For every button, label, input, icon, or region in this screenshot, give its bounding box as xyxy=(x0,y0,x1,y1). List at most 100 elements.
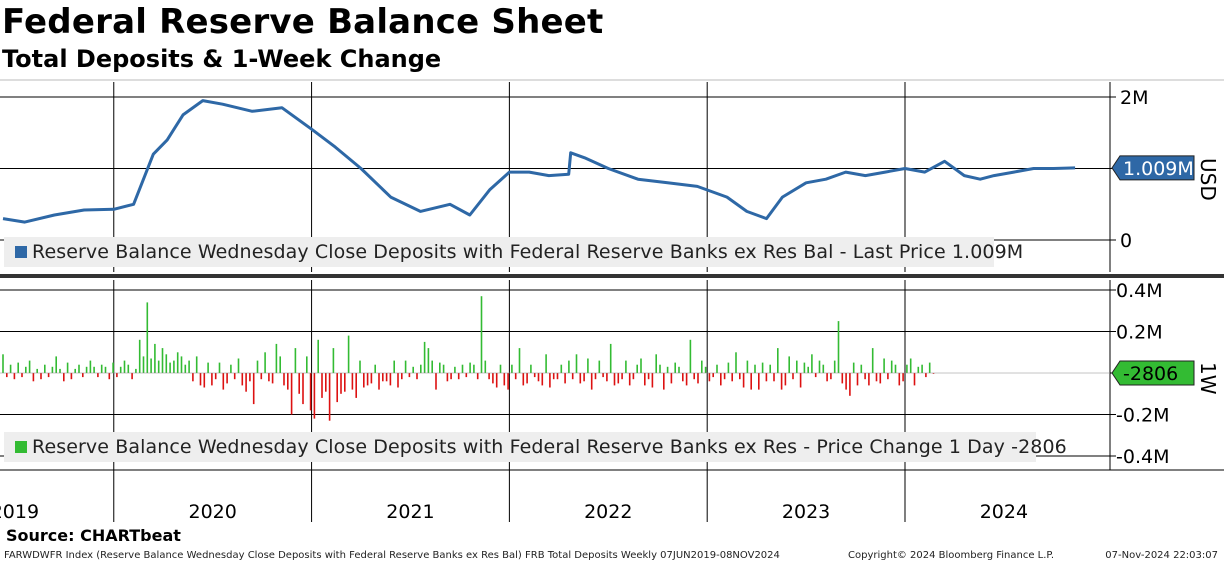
change-bar xyxy=(530,364,532,373)
change-bar xyxy=(97,373,99,378)
change-bar xyxy=(157,360,160,373)
change-bar xyxy=(583,373,585,382)
change-bar xyxy=(412,366,414,373)
x-tick-label-2020: 2020 xyxy=(188,501,236,523)
change-bar xyxy=(70,373,73,380)
change-bar xyxy=(446,373,449,382)
change-bar xyxy=(51,366,54,373)
legend-top-swatch xyxy=(15,246,27,258)
change-bar xyxy=(404,360,407,373)
change-bar xyxy=(549,373,551,388)
change-bar xyxy=(423,341,426,373)
change-bar xyxy=(104,366,107,373)
change-bar xyxy=(245,373,247,392)
top-ytick-label-0: 0 xyxy=(1120,230,1132,252)
change-bar xyxy=(769,364,771,373)
change-bar xyxy=(252,373,255,405)
change-bar xyxy=(845,373,847,390)
change-bar xyxy=(100,364,103,373)
change-bar xyxy=(518,348,521,373)
x-tick-label-2023: 2023 xyxy=(782,501,830,523)
change-bar xyxy=(526,373,528,384)
bottom-ytick-label-1: -0.2M xyxy=(1116,405,1169,427)
change-bar xyxy=(264,352,266,374)
change-bar xyxy=(784,373,787,386)
change-bar xyxy=(325,373,327,392)
change-bar xyxy=(606,373,608,382)
change-bar xyxy=(370,373,373,384)
change-bar xyxy=(450,373,452,380)
change-bar xyxy=(484,360,487,373)
change-bar xyxy=(279,356,281,373)
change-bar xyxy=(25,366,27,373)
change-bar xyxy=(378,373,380,390)
change-bar xyxy=(663,373,665,390)
change-bar xyxy=(723,373,726,380)
chart-subtitle: Total Deposits & 1-Week Change xyxy=(2,45,442,73)
change-bar xyxy=(811,354,813,373)
change-bar xyxy=(594,373,597,380)
change-bar xyxy=(271,373,274,384)
source-note: Source: CHARTbeat xyxy=(6,526,181,545)
change-bar xyxy=(492,373,494,384)
change-bar xyxy=(651,373,654,388)
change-bar xyxy=(230,364,232,373)
change-bar xyxy=(340,373,342,394)
change-bar xyxy=(560,364,563,373)
change-bar xyxy=(82,373,84,378)
change-bar xyxy=(902,373,904,382)
change-bar xyxy=(112,362,114,373)
change-bar xyxy=(473,364,475,373)
change-bar xyxy=(609,343,612,373)
bottom-ytick-label-0: -0.4M xyxy=(1116,446,1169,468)
change-bar xyxy=(685,373,688,386)
change-bar xyxy=(382,373,384,382)
change-bar xyxy=(503,373,506,386)
change-bar xyxy=(116,373,118,378)
change-bar xyxy=(78,364,80,373)
change-bar xyxy=(868,373,870,386)
change-bar xyxy=(647,373,650,380)
change-bar xyxy=(636,364,638,373)
change-bar xyxy=(928,362,931,373)
change-bar xyxy=(499,364,502,373)
change-bar xyxy=(176,352,179,374)
change-bar xyxy=(883,358,885,373)
change-bar xyxy=(165,354,168,373)
change-bar xyxy=(887,373,889,380)
footer-timestamp: 07-Nov-2024 22:03:07 xyxy=(1105,550,1218,561)
bottom-ylabel: 1W xyxy=(1196,362,1220,395)
change-bar xyxy=(682,373,684,382)
change-bar xyxy=(522,373,525,386)
change-bar xyxy=(856,373,859,386)
change-bar xyxy=(123,360,126,373)
change-bar xyxy=(894,364,897,373)
change-bar xyxy=(799,373,802,388)
change-bar xyxy=(871,348,874,373)
change-bar xyxy=(85,366,88,373)
change-bar xyxy=(214,373,217,380)
change-bar xyxy=(313,373,316,419)
change-bar xyxy=(925,373,927,378)
change-bar xyxy=(735,352,737,374)
change-bar xyxy=(906,364,908,373)
change-bar xyxy=(256,360,259,373)
change-bar xyxy=(431,360,433,373)
change-bar xyxy=(898,373,901,386)
change-bar xyxy=(750,373,752,390)
change-bar xyxy=(746,360,749,373)
change-bar xyxy=(742,373,745,388)
change-bar xyxy=(480,296,483,373)
change-bar xyxy=(678,366,680,373)
change-bar xyxy=(457,373,460,380)
last-change-badge-shape xyxy=(1111,360,1195,386)
change-bar xyxy=(864,373,866,380)
change-bar xyxy=(28,360,31,373)
panel-separator xyxy=(0,274,1224,278)
change-bar xyxy=(514,373,517,380)
change-bar xyxy=(454,366,456,373)
change-bar xyxy=(822,364,825,373)
change-bar xyxy=(697,373,699,384)
change-bar xyxy=(640,358,642,373)
change-bar xyxy=(720,373,722,386)
